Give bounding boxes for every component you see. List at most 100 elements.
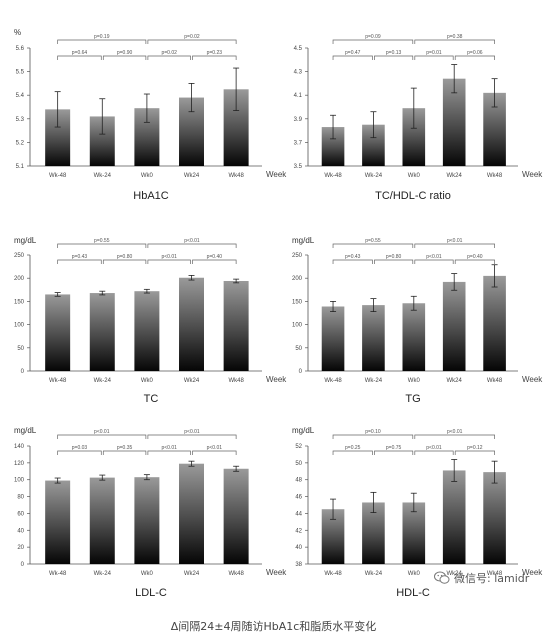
p-bracket-pair-label: p=0.75 — [386, 445, 402, 451]
x-tick-label: Wk48 — [487, 571, 503, 577]
y-tick-label: 40 — [295, 545, 302, 551]
x-tick-label: Wk-48 — [49, 378, 67, 384]
p-bracket-pair-label: p=0.40 — [467, 254, 483, 260]
watermark: 微信号: lamidr — [434, 568, 544, 588]
y-tick-label: 40 — [17, 528, 24, 534]
bar — [402, 303, 426, 371]
p-bracket-pair — [102, 259, 147, 264]
y-tick-label: 3.7 — [294, 140, 303, 146]
chart-title: TG — [405, 393, 420, 405]
y-tick-label: 3.9 — [294, 117, 303, 123]
x-axis-week-label: Week — [522, 375, 543, 384]
x-tick-label: Wk48 — [228, 173, 244, 179]
p-bracket-pair — [414, 55, 454, 60]
p-bracket-pair — [374, 55, 414, 60]
bar — [442, 281, 466, 371]
p-bracket-pair — [102, 450, 147, 455]
wechat-icon — [434, 571, 450, 584]
bar — [89, 477, 115, 564]
y-tick-label: 100 — [14, 478, 25, 484]
p-bracket-pair-label: p=0.80 — [117, 254, 133, 260]
y-tick-label: 20 — [17, 545, 24, 551]
p-bracket-top-left — [57, 434, 147, 439]
p-bracket-top-right-label: p<0.01 — [184, 429, 200, 435]
y-tick-label: 42 — [295, 528, 302, 534]
y-tick-label: 46 — [295, 495, 302, 501]
bar — [179, 277, 204, 371]
chart-panel: 0 50 100 150 200 250 mg/dL Wk-48 Wk-24 Wk0 Wk24 Wk4… — [14, 236, 287, 405]
y-tick-label: 200 — [292, 276, 303, 282]
x-tick-label: Wk-24 — [94, 378, 112, 384]
x-tick-label: Wk-24 — [94, 571, 112, 577]
p-bracket-top-right — [414, 243, 495, 248]
x-axis-week-label: Week — [266, 568, 287, 577]
p-bracket-top-left — [57, 243, 147, 248]
y-unit-label: mg/dL — [14, 426, 37, 435]
p-bracket-pair — [57, 55, 102, 60]
p-bracket-pair-label: p<0.01 — [161, 445, 177, 451]
bar — [442, 470, 466, 564]
p-bracket-top-left-label: p<0.01 — [94, 429, 110, 435]
y-tick-label: 5.2 — [16, 140, 25, 146]
p-bracket-pair-label: p=0.47 — [345, 50, 361, 56]
p-bracket-top-left-label: p=0.55 — [365, 238, 381, 244]
chart-title: HbA1C — [133, 190, 169, 202]
y-tick-label: 5.1 — [16, 164, 25, 170]
y-tick-label: 80 — [17, 495, 24, 501]
p-bracket-pair-label: p=0.80 — [386, 254, 402, 260]
p-bracket-pair — [332, 259, 373, 264]
p-bracket-pair-label: p=0.43 — [345, 254, 361, 260]
p-bracket-pair-label: p<0.01 — [161, 254, 177, 260]
p-bracket-pair-label: p=0.02 — [161, 50, 177, 56]
x-tick-label: Wk0 — [408, 173, 421, 179]
p-bracket-top-left-label: p=0.55 — [94, 238, 110, 244]
y-tick-label: 200 — [14, 276, 25, 282]
p-bracket-pair — [332, 55, 373, 60]
p-bracket-pair-label: p<0.01 — [426, 254, 442, 260]
x-tick-label: Wk-24 — [365, 378, 383, 384]
y-tick-label: 4.1 — [294, 93, 303, 99]
p-bracket-pair-label: p=0.25 — [345, 445, 361, 451]
p-bracket-pair-label: p=0.06 — [467, 50, 483, 56]
p-bracket-top-left-label: p=0.09 — [365, 34, 381, 40]
bar — [134, 291, 160, 371]
y-tick-label: 52 — [295, 444, 302, 450]
figure-caption: Δ间隔24±4周随访HbA1c和脂质水平变化 — [170, 620, 377, 633]
p-bracket-pair-label: p=0.01 — [426, 50, 442, 56]
x-axis-week-label: Week — [522, 170, 543, 179]
y-tick-label: 140 — [14, 444, 25, 450]
p-bracket-pair-label: p=0.40 — [207, 254, 223, 260]
p-bracket-pair-label: p=0.35 — [117, 445, 133, 451]
y-tick-label: 50 — [295, 461, 302, 467]
p-bracket-pair — [147, 259, 191, 264]
y-tick-label: 5.3 — [16, 117, 25, 123]
bar — [442, 78, 466, 166]
chart-panel: 0 20 40 60 80 100 120 140 mg/dL Wk-48 Wk-24 Wk0 Wk24… — [14, 426, 287, 599]
bar — [45, 294, 71, 371]
y-tick-label: 50 — [17, 346, 24, 352]
chart-title: HDL-C — [396, 587, 430, 599]
y-tick-label: 5.5 — [16, 70, 25, 76]
p-bracket-pair-label: p=0.43 — [72, 254, 88, 260]
x-tick-label: Wk24 — [184, 378, 200, 384]
p-bracket-pair — [454, 55, 495, 60]
chart-title: LDL-C — [135, 587, 167, 599]
y-tick-label: 0 — [299, 369, 303, 375]
chart-panel: 3.5 3.7 3.9 4.1 4.3 4.5 Wk-48 Wk-24 Wk0 Wk24 Wk48 W… — [294, 34, 544, 202]
x-axis-week-label: Week — [266, 375, 287, 384]
p-bracket-top-right-label: p<0.01 — [184, 238, 200, 244]
chart-panel: 38 40 42 44 46 48 50 52 mg/dL Wk-48 Wk-24 Wk0 Wk24 Wk… — [292, 426, 543, 599]
y-unit-label: mg/dL — [14, 236, 37, 245]
bar — [402, 502, 426, 564]
bar — [179, 463, 204, 564]
p-bracket-pair — [192, 450, 237, 455]
y-tick-label: 120 — [14, 461, 25, 467]
p-bracket-top-right — [147, 243, 237, 248]
x-tick-label: Wk48 — [228, 571, 244, 577]
y-tick-label: 150 — [292, 299, 303, 305]
bar — [89, 293, 115, 371]
bar — [362, 124, 385, 166]
y-unit-label: mg/dL — [292, 236, 315, 245]
x-tick-label: Wk0 — [408, 378, 421, 384]
